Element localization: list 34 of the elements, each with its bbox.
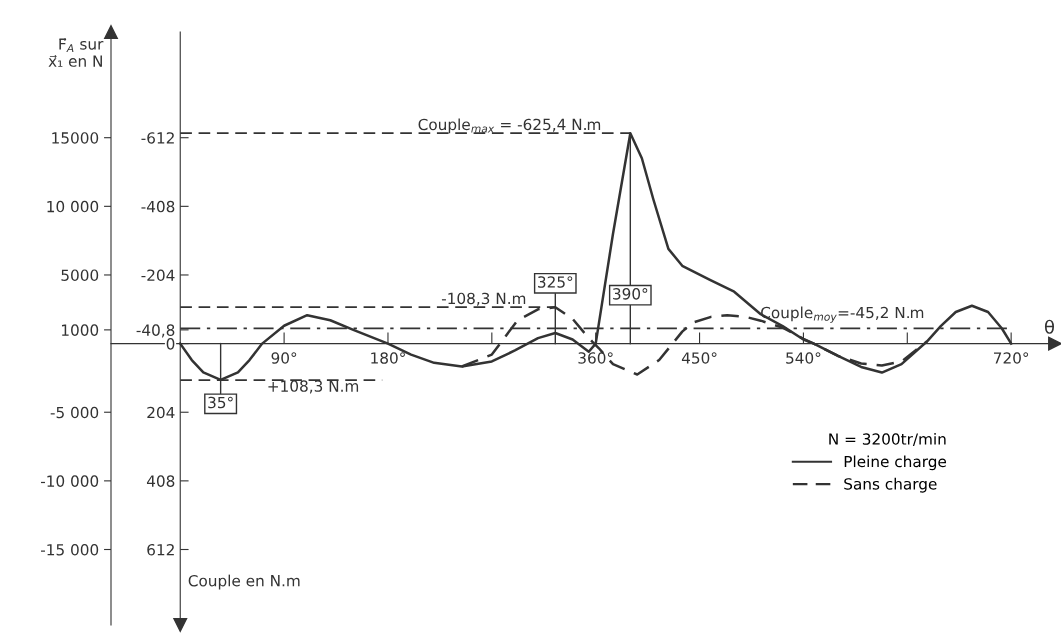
- x-tick-label: 360°: [578, 352, 613, 364]
- y-tick-label: -15 000: [40, 543, 99, 556]
- y2-tick-label: 408: [146, 475, 175, 487]
- y-tick-label: -5 000: [50, 406, 99, 419]
- x-tick-label: 450°: [681, 352, 717, 364]
- annotation: 325°: [538, 276, 573, 288]
- y2-tick-label: -612: [141, 132, 174, 144]
- legend-label: Pleine charge: [844, 455, 947, 471]
- ref-line-label: Couple$_{max}$ = -625,4 N.m: [418, 118, 601, 134]
- ref-line-label: -108,3 N.m: [441, 292, 526, 306]
- y2-tick-label: -40,8: [136, 324, 175, 338]
- x-tick-label: 720°: [994, 352, 1029, 364]
- y2-tick-label: -408: [141, 200, 175, 213]
- legend-label: Sans charge: [844, 477, 937, 493]
- ref-line-label: Couple$_{moy}$=-45,2 N.m: [761, 306, 924, 323]
- y-tick-label: -10 000: [40, 475, 99, 487]
- legend-title: N = 3200tr/min: [829, 433, 946, 447]
- y-tick-label: 1000: [61, 324, 99, 336]
- ref-line-label: +108,3 N.m: [268, 380, 359, 394]
- y2-tick-label: 612: [147, 543, 174, 556]
- y-axis-title: F⃗$_{A}$ sur x⃗₁ en N: [48, 37, 104, 67]
- x-axis-title: θ: [1044, 319, 1055, 334]
- y-tick-label: 15000: [52, 132, 99, 144]
- annotation: 390°: [613, 288, 648, 300]
- y2-tick-label: -204: [141, 269, 175, 281]
- y-tick-label: 5000: [61, 269, 99, 281]
- y2-axis-title: Couple en N.m: [188, 574, 300, 590]
- annotation: 35°: [208, 396, 233, 409]
- y2-tick-label: 204: [147, 406, 175, 419]
- x-tick-label: 180°: [371, 352, 405, 364]
- y2-tick-label: 0: [166, 338, 175, 350]
- x-tick-label: 90°: [271, 352, 297, 364]
- x-tick-label: 540°: [786, 352, 821, 364]
- y-tick-label: 10 000: [47, 200, 99, 213]
